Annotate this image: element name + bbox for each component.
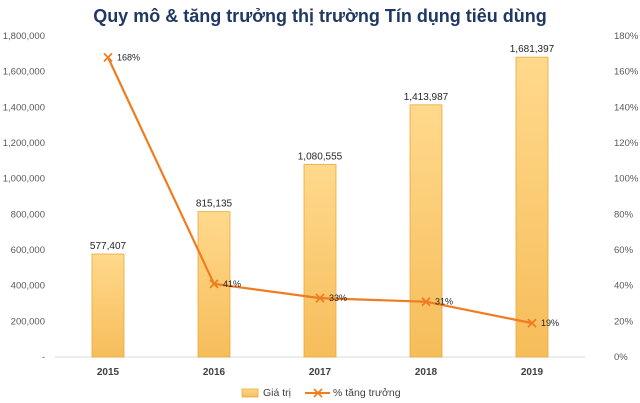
- legend-line-label: % tăng trưởng: [333, 387, 401, 399]
- y-left-tick-label: 200,000: [11, 316, 45, 327]
- marker-stroke: [421, 297, 431, 307]
- y-right-tick-label: 0%: [614, 352, 628, 363]
- line-series: 168% 41% 33% 31% 19%: [103, 52, 559, 328]
- line-point-marker: [103, 52, 113, 63]
- line-point-marker: [421, 297, 431, 307]
- legend-bar-label: Giá trị: [263, 387, 291, 399]
- bar: [409, 104, 443, 358]
- bar-data-label: 1,681,397: [510, 44, 555, 55]
- y-right-tick-label: 80%: [614, 209, 634, 220]
- marker-stroke: [209, 279, 219, 289]
- y-left-tick-label: 600,000: [11, 245, 45, 256]
- y-left-tick-label: 1,000,000: [3, 174, 45, 185]
- y-left-tick-label: 1,800,000: [3, 31, 45, 42]
- line-data-label: 41%: [223, 279, 241, 289]
- y-left-tick-label: 1,400,000: [3, 102, 45, 113]
- x-tick-label: 2018: [415, 367, 438, 378]
- y-right-tick-label: 140%: [614, 102, 639, 113]
- legend-bar-swatch: [241, 388, 259, 398]
- bar: [303, 163, 337, 358]
- bar-data-label: 1,080,555: [298, 151, 343, 162]
- bar-series: 577,407 815,135 1,080,555 1,413,987 1,681,39…: [90, 44, 555, 358]
- x-tick-label: 2017: [309, 367, 332, 378]
- marker-stroke: [315, 293, 325, 303]
- marker-stroke: [103, 52, 113, 63]
- bar-data-label: 577,407: [90, 241, 127, 252]
- y-left-tick-label: -: [42, 352, 45, 363]
- x-tick-label: 2019: [521, 367, 544, 378]
- y-left-tick-label: 1,200,000: [3, 138, 45, 149]
- y-right-tick-label: 20%: [614, 316, 634, 327]
- y-right-tick-label: 100%: [614, 174, 639, 185]
- bar: [515, 56, 549, 358]
- axes: - 200,000 400,000 600,000 800,000 1,000,000 1,…: [3, 31, 639, 378]
- y-right-tick-label: 40%: [614, 281, 634, 292]
- line-data-label: 33%: [329, 293, 347, 303]
- chart-title: Quy mô & tăng trưởng thị trường Tín dụng…: [93, 6, 547, 26]
- legend-line-marker: [313, 388, 323, 398]
- bar-data-label: 1,413,987: [404, 92, 449, 103]
- y-right-tick-label: 160%: [614, 67, 639, 78]
- bar: [91, 253, 125, 358]
- y-left-tick-label: 1,600,000: [3, 67, 45, 78]
- line-point-marker: [315, 293, 325, 303]
- line-data-label: 168%: [117, 52, 140, 62]
- y-left-tick-label: 400,000: [11, 281, 45, 292]
- y-right-tick-label: 120%: [614, 138, 639, 149]
- line-point-marker: [527, 318, 537, 328]
- y-left-tick-label: 800,000: [11, 209, 45, 220]
- line-data-label: 19%: [541, 318, 559, 328]
- marker-stroke: [527, 318, 537, 328]
- line-point-marker: [209, 279, 219, 289]
- x-tick-label: 2015: [97, 367, 120, 378]
- y-right-tick-label: 60%: [614, 245, 634, 256]
- y-right-tick-label: 180%: [614, 31, 639, 42]
- bar-data-label: 815,135: [196, 199, 233, 210]
- x-tick-label: 2016: [203, 367, 226, 378]
- line-data-label: 31%: [435, 297, 453, 307]
- legend: Giá trị % tăng trưởng: [241, 387, 401, 399]
